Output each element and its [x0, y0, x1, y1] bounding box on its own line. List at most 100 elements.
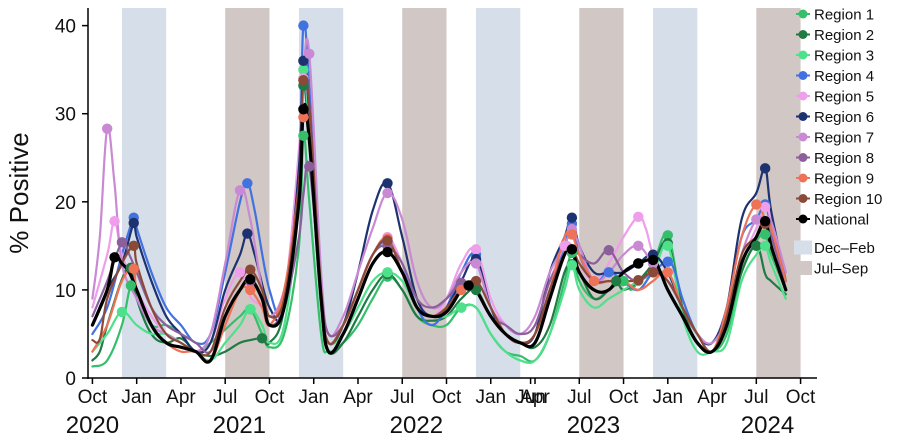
x-tick-label: Oct [432, 387, 462, 408]
legend-swatch-dec-feb [794, 240, 812, 255]
series-lines [90, 21, 788, 368]
axes: 0 10 20 30 40 Oct Jan Apr Jul Oct Jan Apr Jul Oct Jun J… [4, 8, 817, 439]
x-tick-label: Jan [298, 387, 329, 408]
legend-marker-region-4 [798, 71, 808, 80]
peak-marker-region-9 [128, 263, 139, 274]
x-tick-label: Jul [744, 387, 768, 408]
x-tick-label: Apr [343, 387, 373, 408]
x-tick-label: Jan [121, 387, 152, 408]
peak-marker-region-6 [128, 217, 139, 229]
legend-swatch-jul-sep [794, 261, 812, 275]
peak-marker-region-10 [298, 75, 309, 86]
x-tick-label: Oct [609, 387, 639, 408]
peak-marker-region-2 [256, 333, 268, 344]
legend-marker-region-2 [798, 30, 808, 39]
peak-marker-national [633, 258, 644, 269]
peak-marker-region-3 [245, 304, 256, 315]
peak-marker-region-1 [125, 280, 136, 291]
legend-marker-region-9 [798, 173, 808, 183]
legend: Region 1 Region 2 Region 3 Region 4 Region 5… [794, 7, 882, 278]
y-tick-label: 40 [55, 17, 76, 38]
peak-marker-region-3 [382, 267, 393, 278]
peak-marker-region-5 [759, 201, 771, 213]
series-line-national [90, 103, 788, 364]
peak-marker-national [759, 215, 771, 227]
legend-label: Region 6 [814, 109, 874, 126]
peak-marker-region-7 [304, 48, 315, 60]
x-tick-label: Oct [78, 387, 108, 408]
legend-label: Region 2 [814, 27, 874, 44]
peak-marker-region-9 [566, 229, 578, 240]
peak-marker-region-10 [647, 267, 659, 278]
peak-marker-national [566, 244, 578, 255]
peak-marker-region-10 [128, 240, 139, 252]
peak-marker-region-7 [382, 187, 393, 199]
x-tick-label: Jan [475, 387, 506, 408]
peak-marker-national [245, 274, 256, 285]
peak-marker-region-6 [298, 55, 309, 67]
legend-label: Region 4 [814, 68, 874, 85]
peak-marker-region-10 [382, 235, 393, 246]
x-year-label: 2022 [390, 412, 443, 439]
peak-marker-region-3 [456, 302, 467, 313]
peak-marker-region-4 [603, 267, 614, 278]
peak-marker-national [109, 252, 120, 263]
x-tick-label: Jun [515, 387, 546, 408]
legend-label: National [814, 212, 869, 229]
shaded-bands [121, 8, 801, 378]
peak-marker-region-3 [759, 240, 771, 252]
peak-marker-region-3 [566, 260, 578, 271]
peak-marker-region-5 [109, 215, 120, 227]
peak-marker-region-8 [603, 245, 614, 256]
peak-marker-region-6 [566, 212, 578, 223]
peak-marker-region-4 [662, 256, 673, 267]
legend-label: Region 9 [814, 171, 874, 188]
peak-marker-region-10 [633, 275, 644, 286]
shaded-band-jul-sep-3 [756, 8, 801, 378]
peak-marker-region-2 [610, 275, 622, 287]
x-tick-label: Jul [213, 387, 237, 408]
legend-label: Region 10 [814, 191, 882, 208]
peak-marker-national [298, 104, 309, 115]
peak-marker-region-6 [759, 163, 771, 174]
peak-markers [101, 20, 771, 344]
y-tick-label: 0 [65, 369, 76, 390]
peak-marker-region-5 [633, 211, 644, 222]
x-year-label: 2024 [741, 412, 794, 439]
x-tick-label: Jul [390, 387, 414, 408]
legend-marker-region-6 [798, 112, 808, 121]
peak-marker-national [463, 280, 474, 291]
peak-marker-region-9 [245, 284, 256, 296]
x-tick-label: Oct [255, 387, 285, 408]
y-axis-title: % Positive [4, 132, 34, 253]
legend-marker-region-5 [798, 91, 808, 101]
x-year-label: 2021 [213, 412, 266, 439]
peak-marker-region-1 [618, 275, 629, 287]
peak-marker-region-9 [588, 275, 600, 287]
peak-marker-national [647, 254, 659, 266]
legend-marker-region-3 [798, 50, 808, 60]
peak-marker-region-3 [116, 306, 128, 318]
peak-marker-region-1 [759, 229, 771, 240]
legend-marker-region-8 [798, 153, 808, 162]
peak-marker-region-7 [751, 214, 762, 225]
peak-marker-region-3 [298, 64, 309, 75]
legend-marker-region-7 [798, 132, 808, 142]
legend-label: Region 5 [814, 89, 874, 106]
peak-marker-region-1 [662, 230, 673, 241]
y-tick-label: 10 [55, 281, 76, 302]
legend-label: Region 1 [814, 7, 874, 24]
peak-marker-region-4 [242, 178, 253, 189]
x-tick-label: Jul [567, 387, 591, 408]
peak-marker-region-7 [234, 185, 246, 196]
y-tick-label: 30 [55, 105, 76, 126]
peak-marker-region-7 [101, 123, 113, 134]
peak-marker-region-1 [298, 130, 309, 141]
x-year-label: 2020 [66, 412, 119, 439]
peak-marker-region-3 [662, 240, 673, 252]
peak-marker-region-2 [751, 240, 762, 252]
peak-marker-region-10 [245, 264, 256, 275]
peak-marker-region-9 [662, 267, 673, 278]
x-tick-label: Oct [786, 387, 816, 408]
